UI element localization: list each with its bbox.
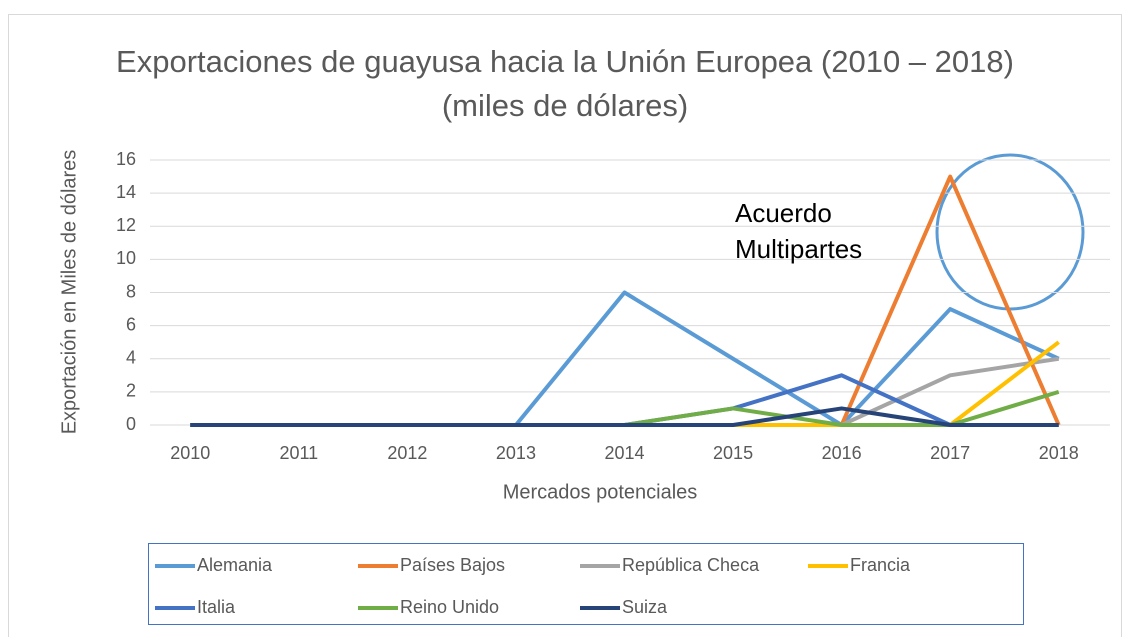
x-tick-label: 2011 xyxy=(279,443,318,463)
series-line xyxy=(190,174,1061,427)
highlight-circle xyxy=(935,153,1085,311)
y-tick-label: 0 xyxy=(126,414,136,434)
x-tick-label: 2010 xyxy=(170,443,210,463)
y-tick-label: 6 xyxy=(126,314,136,334)
legend-label: Suiza xyxy=(622,597,668,617)
legend-label: Reino Unido xyxy=(400,597,499,617)
legend-label: República Checa xyxy=(622,555,760,575)
legend-label: Países Bajos xyxy=(400,555,505,575)
x-tick-label: 2018 xyxy=(1039,443,1079,463)
legend-label: Francia xyxy=(850,555,911,575)
y-tick-label: 2 xyxy=(126,381,136,401)
legend-label: Italia xyxy=(197,597,236,617)
y-tick-label: 10 xyxy=(116,248,136,268)
series-line xyxy=(190,373,1059,427)
y-tick-label: 4 xyxy=(126,348,136,368)
x-tick-label: 2013 xyxy=(496,443,536,463)
x-tick-label: 2014 xyxy=(604,443,644,463)
chart-border xyxy=(8,14,1122,637)
y-axis-label: Exportación en Miles de dólares xyxy=(58,150,80,435)
legend-box xyxy=(148,543,1024,625)
x-axis-label: Mercados potenciales xyxy=(503,481,698,503)
y-tick-label: 14 xyxy=(116,182,136,202)
x-tick-label: 2016 xyxy=(822,443,862,463)
legend-label: Alemania xyxy=(197,555,273,575)
series-line xyxy=(190,406,1059,427)
y-tick-label: 16 xyxy=(116,149,136,169)
x-tick-label: 2017 xyxy=(930,443,970,463)
annotation: Acuerdo Multipartes xyxy=(735,198,863,264)
y-tick-label: 12 xyxy=(116,215,136,235)
x-tick-label: 2012 xyxy=(387,443,427,463)
y-tick-label: 8 xyxy=(126,281,136,301)
x-tick-label: 2015 xyxy=(713,443,753,463)
chart-title: Exportaciones de guayusa hacia la Unión … xyxy=(116,44,1014,123)
